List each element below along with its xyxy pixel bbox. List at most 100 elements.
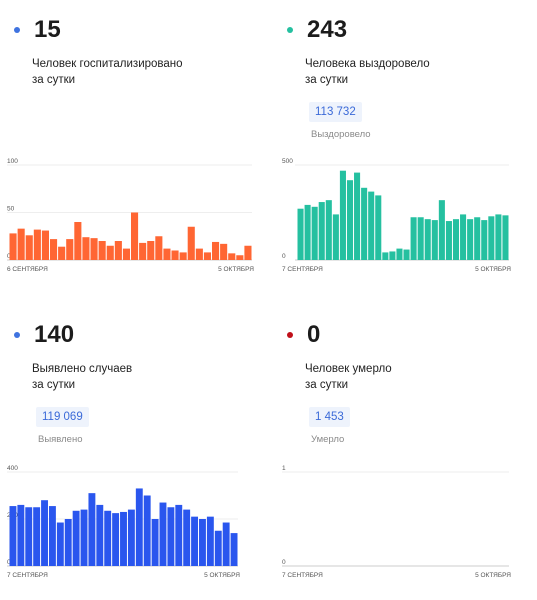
bar (139, 242, 147, 260)
bar (17, 228, 25, 260)
deaths-total-label: Умерло (311, 434, 345, 445)
bar (88, 493, 96, 566)
bar (206, 516, 214, 566)
bar (481, 220, 488, 260)
hospitalized-chart: 0 50 100 6 СЕНТЯБРЯ 5 ОКТЯБРЯ (7, 158, 254, 273)
bar (228, 253, 236, 260)
bar (325, 200, 332, 260)
red-dot-icon (287, 332, 293, 338)
recovered-chart: 0 500 7 СЕНТЯБРЯ 5 ОКТЯБРЯ (282, 158, 511, 273)
bar (368, 191, 375, 260)
bar (488, 216, 495, 260)
bar (346, 180, 354, 260)
y-tick-label: 1 (282, 465, 286, 472)
bar (183, 509, 191, 566)
y-tick-label: 0 (282, 559, 286, 566)
bar (187, 226, 195, 260)
x-end-label: 5 ОКТЯБРЯ (475, 266, 511, 273)
x-start-label: 7 СЕНТЯБРЯ (282, 572, 323, 579)
deaths-total: 1 453 (309, 407, 350, 427)
blue-dot-icon (14, 27, 20, 33)
bar (122, 248, 130, 260)
bar (438, 200, 445, 260)
bar (179, 252, 187, 260)
bar (354, 172, 361, 260)
teal-dot-icon (287, 27, 293, 33)
bar (195, 248, 203, 260)
recovered-value: 243 (307, 16, 348, 43)
hospitalized-caption: Человек госпитализировано за сутки (32, 56, 183, 88)
hospitalized-header: 15 (14, 18, 61, 42)
bar (230, 533, 238, 566)
bar (389, 251, 396, 260)
bar (495, 214, 502, 260)
bar (452, 219, 460, 260)
cases-total-label: Выявлено (38, 434, 83, 445)
bar (191, 516, 199, 566)
bar (114, 241, 122, 260)
cases-caption-line1: Выявлено случаев (32, 363, 133, 375)
bar (48, 506, 56, 566)
bar (361, 187, 368, 260)
bar (135, 488, 143, 566)
bar (9, 233, 17, 260)
bar (25, 235, 33, 260)
x-end-label: 5 ОКТЯБРЯ (218, 266, 254, 273)
bar (58, 246, 66, 260)
hospitalized-caption-line2: за сутки (32, 74, 76, 86)
bar (127, 509, 135, 566)
hospitalized-caption-line1: Человек госпитализировано (32, 58, 183, 70)
bar (96, 504, 104, 566)
bar (212, 241, 220, 260)
bar (163, 248, 171, 260)
bar (25, 507, 33, 566)
y-tick-label: 100 (7, 158, 18, 165)
bar (143, 495, 151, 566)
bar (33, 229, 41, 260)
bar (171, 250, 179, 260)
bar (214, 530, 222, 566)
bar (41, 500, 48, 566)
cases-total: 119 069 (36, 407, 89, 427)
x-start-label: 7 СЕНТЯБРЯ (282, 266, 323, 273)
bar (151, 519, 159, 566)
bar (9, 506, 17, 566)
bar (131, 212, 139, 260)
y-tick-label: 0 (7, 253, 11, 260)
recovered-card: 243 Человека выздоровело за сутки 113 73… (287, 18, 527, 148)
deaths-header: 0 (287, 323, 320, 347)
bar (220, 243, 228, 260)
bar (382, 252, 389, 260)
deaths-chart: 0 1 7 СЕНТЯБРЯ 5 ОКТЯБРЯ (282, 465, 511, 579)
bar (147, 241, 155, 260)
bar (410, 217, 417, 260)
bar (104, 510, 112, 566)
bar (417, 217, 424, 260)
y-tick-label: 400 (7, 465, 18, 472)
x-start-label: 7 СЕНТЯБРЯ (7, 572, 48, 579)
bar (90, 238, 98, 260)
recovered-total-label: Выздоровело (311, 129, 371, 140)
bar (502, 215, 509, 260)
bar (175, 504, 183, 566)
cases-caption: Выявлено случаев за сутки (32, 361, 132, 393)
bar (199, 519, 206, 566)
bar (106, 245, 114, 260)
bar (403, 249, 410, 260)
y-tick-label: 0 (282, 253, 286, 260)
bar (445, 221, 452, 260)
bar (311, 206, 318, 260)
recovered-caption: Человека выздоровело за сутки (305, 56, 430, 88)
bar (41, 230, 49, 260)
x-end-label: 5 ОКТЯБРЯ (475, 572, 511, 579)
bar (167, 507, 175, 566)
bar (17, 504, 25, 566)
recovered-total: 113 732 (309, 102, 362, 122)
bar (72, 510, 80, 566)
bar (332, 214, 339, 260)
bar (120, 511, 127, 566)
bar (318, 202, 325, 260)
deaths-value: 0 (307, 321, 321, 348)
bar (304, 204, 311, 260)
